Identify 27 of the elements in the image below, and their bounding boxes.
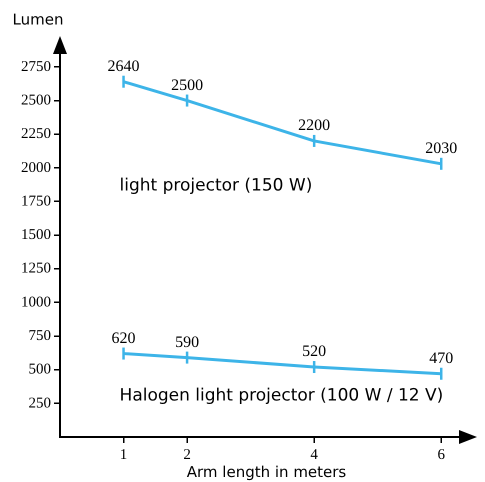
x-tick-label: 1 xyxy=(120,446,128,463)
y-tick-label: 2000 xyxy=(21,160,51,176)
x-tick-label: 6 xyxy=(437,446,446,463)
data-label: 520 xyxy=(302,343,326,360)
y-tick-label: 1250 xyxy=(21,260,51,277)
y-axis-title: Lumen xyxy=(12,10,64,28)
data-label: 2200 xyxy=(298,117,330,134)
y-tick-label: 500 xyxy=(28,362,51,378)
y-tick-label: 1000 xyxy=(21,294,51,310)
x-tick-label: 2 xyxy=(183,446,191,463)
y-tick-label: 1500 xyxy=(21,227,51,244)
data-label: 620 xyxy=(112,330,136,347)
x-tick-label: 4 xyxy=(310,446,318,463)
data-label: 590 xyxy=(175,334,200,351)
data-label: 2640 xyxy=(108,58,140,75)
y-tick-label: 1750 xyxy=(21,193,51,210)
data-label: 2030 xyxy=(425,140,458,158)
series-label: Halogen light projector (100 W / 12 V) xyxy=(120,386,444,406)
y-tick-label: 250 xyxy=(28,395,51,412)
data-label: 2500 xyxy=(171,76,204,94)
y-tick-label: 2250 xyxy=(21,126,51,142)
y-tick-label: 2750 xyxy=(21,58,51,75)
text: light projector (150 W) xyxy=(120,176,312,196)
y-tick-label: 750 xyxy=(28,328,51,344)
y-tick-label: 2500 xyxy=(21,92,51,108)
data-label: 470 xyxy=(429,350,454,367)
x-axis-title: Arm length in meters xyxy=(186,462,346,481)
